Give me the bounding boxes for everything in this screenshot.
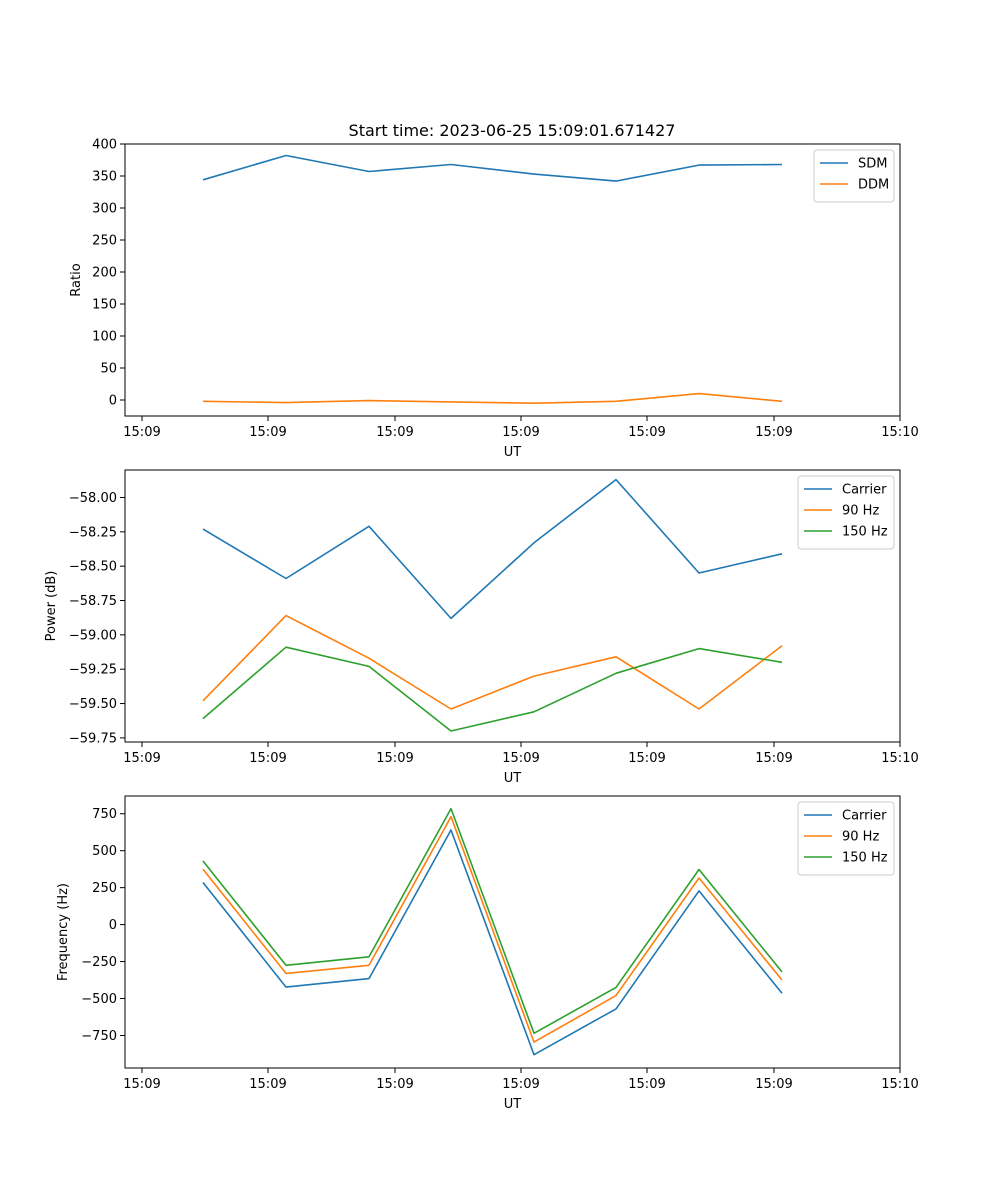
y-tick-label: −58.50	[69, 560, 117, 575]
x-tick-label: 15:10	[881, 425, 918, 440]
y-tick-label: 250	[92, 234, 117, 249]
x-tick-label: 15:09	[502, 751, 539, 766]
chart-panel-1: 15:09 15:09 15:09 15:09 15:09 15:09 15:10 0 50 10…	[69, 138, 919, 461]
y-tick-label: −59.75	[69, 731, 117, 746]
x-axis-label: UT	[504, 445, 522, 460]
x-tick-label: 15:09	[755, 1077, 792, 1092]
x-tick-label: 15:10	[881, 1077, 918, 1092]
chart-title: Start time: 2023-06-25 15:09:01.671427	[349, 121, 676, 140]
legend-entry: 90 Hz	[842, 504, 879, 519]
x-tick-label: 15:09	[755, 751, 792, 766]
series-line-150-hz	[202, 807, 783, 1035]
x-tick-label: 15:10	[881, 751, 918, 766]
plot-frame	[124, 143, 901, 417]
x-tick-label: 15:09	[249, 751, 286, 766]
x-tick-label: 15:09	[628, 751, 665, 766]
plot-frame	[124, 469, 901, 743]
y-tick-label: −58.75	[69, 594, 117, 609]
x-tick-label: 15:09	[628, 1077, 665, 1092]
y-tick-label: 350	[92, 170, 117, 185]
y-tick-label: 150	[92, 298, 117, 313]
y-tick-label: −500	[81, 992, 117, 1007]
y-tick-label: −750	[81, 1029, 117, 1044]
y-tick-label: −250	[81, 955, 117, 970]
y-tick-label: 250	[92, 881, 117, 896]
x-tick-label: 15:09	[376, 425, 413, 440]
legend-entry: DDM	[858, 178, 889, 193]
series-line-sdm	[202, 154, 783, 182]
x-tick-label: 15:09	[376, 751, 413, 766]
y-tick-label: 750	[92, 807, 117, 822]
x-tick-label: 15:09	[249, 1077, 286, 1092]
series-line-90-hz	[202, 815, 783, 1043]
x-axis-label: UT	[504, 771, 522, 786]
y-axis-label: Ratio	[69, 263, 84, 296]
y-tick-label: −58.25	[69, 525, 117, 540]
series-line-150-hz	[202, 646, 783, 732]
series-line-ddm	[202, 392, 783, 405]
y-tick-label: −59.00	[69, 628, 117, 643]
series-line-carrier	[202, 478, 783, 620]
plot-frame	[124, 795, 901, 1069]
legend-entry: 150 Hz	[842, 525, 888, 540]
x-tick-label: 15:09	[755, 425, 792, 440]
y-tick-label: −58.00	[69, 491, 117, 506]
y-tick-label: 500	[92, 844, 117, 859]
x-tick-label: 15:09	[123, 751, 160, 766]
legend-entry: Carrier	[842, 483, 887, 498]
legend-entry: 150 Hz	[842, 851, 888, 866]
y-axis-label: Power (dB)	[44, 571, 59, 642]
y-tick-label: −59.50	[69, 697, 117, 712]
x-tick-label: 15:09	[628, 425, 665, 440]
y-tick-label: 100	[92, 330, 117, 345]
y-tick-label: 0	[109, 918, 117, 933]
x-tick-label: 15:09	[502, 1077, 539, 1092]
y-axis-label: Frequency (Hz)	[56, 883, 71, 981]
y-tick-label: 50	[100, 362, 117, 377]
y-tick-label: 300	[92, 202, 117, 217]
y-tick-label: 400	[92, 138, 117, 153]
x-tick-label: 15:09	[376, 1077, 413, 1092]
series-line-90-hz	[202, 614, 783, 710]
y-tick-label: 200	[92, 266, 117, 281]
y-tick-label: −59.25	[69, 663, 117, 678]
chart-panel-3: 15:09 15:09 15:09 15:09 15:09 15:09 15:10 750 50…	[56, 795, 919, 1112]
x-tick-label: 15:09	[123, 425, 160, 440]
x-tick-label: 15:09	[123, 1077, 160, 1092]
legend-entry: 90 Hz	[842, 830, 879, 845]
series-line-carrier	[202, 829, 783, 1056]
legend-entry: SDM	[858, 157, 887, 172]
x-axis-label: UT	[504, 1097, 522, 1112]
chart-panel-2: 15:09 15:09 15:09 15:09 15:09 15:09 15:10 −58.0…	[44, 469, 919, 786]
y-tick-label: 0	[109, 394, 117, 409]
x-tick-label: 15:09	[249, 425, 286, 440]
legend-entry: Carrier	[842, 809, 887, 824]
x-tick-label: 15:09	[502, 425, 539, 440]
panels: 15:09 15:09 15:09 15:09 15:09 15:09 15:10 0 50 10…	[44, 138, 919, 1113]
